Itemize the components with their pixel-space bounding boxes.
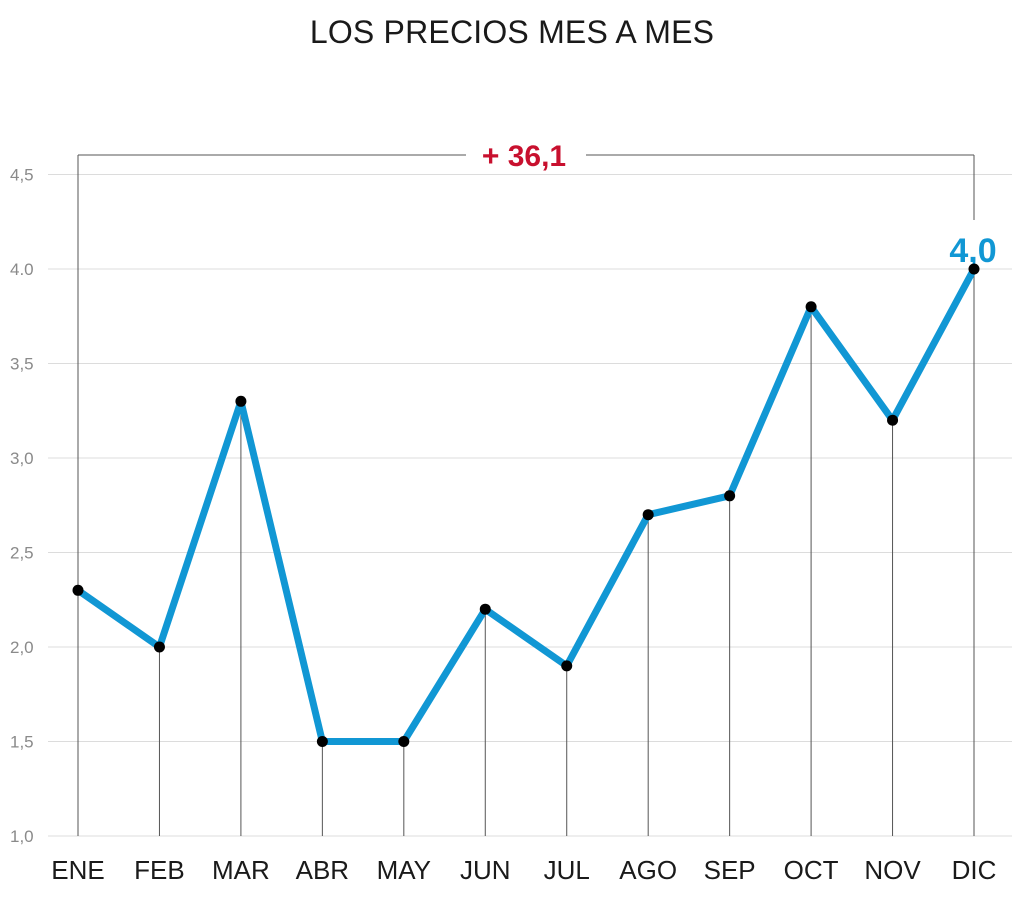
x-tick-label: OCT (784, 855, 839, 885)
data-point (398, 736, 410, 747)
y-tick-label: 3,0 (10, 449, 34, 468)
x-tick-label: ENE (51, 855, 104, 885)
data-point (561, 660, 573, 672)
y-tick-label: 2,5 (10, 544, 34, 563)
data-point (479, 603, 491, 615)
x-tick-label: JUN (460, 855, 511, 885)
x-tick-label: FEB (134, 855, 185, 885)
y-tick-label: 4,5 (10, 166, 34, 185)
chart-title: LOS PRECIOS MES A MES (309, 14, 715, 50)
x-tick-label: DIC (952, 855, 997, 885)
y-tick-label: 1,5 (10, 733, 34, 752)
data-point (724, 490, 736, 502)
y-tick-label: 3,5 (10, 355, 34, 374)
change-label: + 36,1 (482, 140, 566, 173)
data-point (235, 395, 247, 407)
data-point (153, 641, 165, 653)
x-tick-label: ABR (296, 855, 349, 885)
x-tick-label: JUL (544, 855, 590, 885)
x-tick-label: MAY (377, 855, 431, 885)
data-point (968, 263, 980, 275)
data-point (316, 736, 328, 747)
y-tick-label: 4.0 (10, 260, 34, 279)
x-tick-label: SEP (704, 855, 756, 885)
x-tick-label: NOV (864, 855, 921, 885)
data-point (72, 584, 84, 596)
data-point (805, 301, 817, 313)
x-tick-label: AGO (619, 855, 677, 885)
data-point (642, 509, 654, 521)
x-tick-label: MAR (212, 855, 270, 885)
y-tick-label: 1,0 (10, 827, 34, 846)
series-line (74, 265, 978, 745)
data-point (887, 414, 899, 426)
y-tick-label: 2,0 (10, 638, 34, 657)
